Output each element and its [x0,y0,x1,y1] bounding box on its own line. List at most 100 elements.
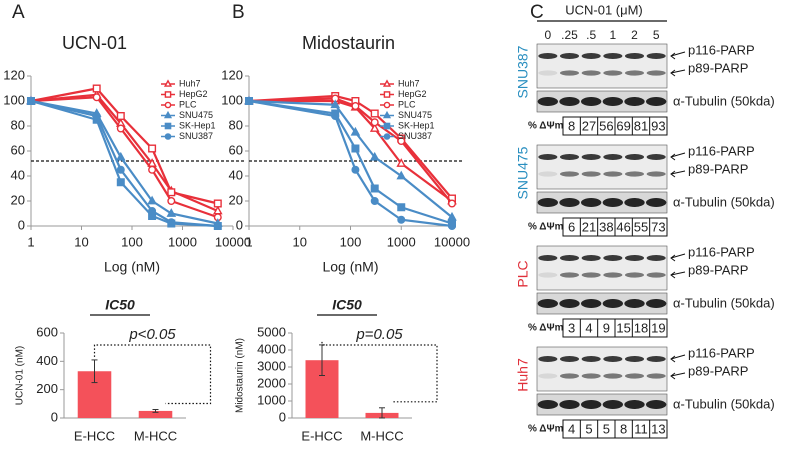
data-point [27,96,36,105]
band [538,53,558,59]
data-point [116,165,125,174]
band [602,198,624,207]
series-line [30,99,219,225]
value-cell: 9 [603,320,610,335]
data-point [351,144,360,153]
band [538,373,558,379]
value-cell: 73 [651,219,665,234]
data-point [116,178,125,187]
legend-label: SNU475 [179,110,213,120]
band [559,154,580,160]
band [559,198,580,207]
x-tick-label: 10 [74,234,88,249]
band [603,255,623,261]
value-cell: 18 [634,320,648,335]
value-cell: 46 [616,219,630,234]
data-point [370,184,379,193]
band-label: α-Tubulin (50kda) [673,396,775,411]
data-point [350,126,361,136]
series-line [248,97,453,205]
band [581,53,601,59]
band [646,70,666,76]
band [603,53,623,59]
metric-label: % ΔΨm [528,424,564,435]
y-tick-label: 120 [221,67,243,82]
band-label: α-Tubulin (50kda) [673,295,775,310]
band [646,373,666,379]
band [537,97,559,106]
band [580,400,602,409]
band [646,272,666,278]
blot-background [536,144,668,190]
p-value: p=0.05 [355,326,403,343]
panel-letter: B [232,2,245,23]
series-line [248,94,453,200]
significance-bracket [321,341,438,403]
band [624,356,645,362]
series-line [30,87,219,205]
dose-label: .5 [586,28,596,42]
metric-label: % ΔΨm [528,222,564,233]
data-point [448,199,457,208]
band [538,356,558,362]
band [624,400,645,409]
cell-line-label: SNU387 [515,45,531,98]
data-point [396,158,407,167]
band [538,171,558,177]
band [559,272,580,278]
legend-label: SK-Hep1 [398,120,435,130]
value-cell: 81 [634,118,648,133]
dose-label: 1 [609,28,616,42]
band [645,97,667,106]
legend-marker [383,91,391,98]
legend-label: PLC [179,99,197,109]
value-cell: 56 [599,118,613,133]
band [581,70,601,76]
x-tick-label: 10000 [434,234,470,249]
band [603,373,623,379]
legend-label: PLC [398,99,416,109]
band [603,272,623,278]
value-cell: 93 [651,118,665,133]
y-tick-label: 0 [51,409,58,424]
cell-line-label: Huh7 [515,358,531,392]
band [646,171,666,177]
blot-background [536,191,668,214]
data-point [148,206,157,215]
data-point [351,165,360,174]
band [645,400,667,409]
value-cell: 55 [634,219,648,234]
data-point [448,221,457,230]
band [580,299,602,308]
band [581,171,601,177]
chart-title: UCN-01 [62,33,127,53]
value-cell: 8 [620,421,627,436]
legend-marker [164,122,172,130]
legend-label: HepG2 [398,89,427,99]
legend-marker [383,122,391,130]
band-label: p116-PARP [688,345,755,360]
band [559,53,580,59]
data-point [397,203,406,212]
band [603,154,623,160]
band [603,70,623,76]
data-point [370,118,379,127]
data-point [351,101,360,110]
metric-label: % ΔΨm [528,121,564,132]
series-line [30,99,218,228]
band [624,255,645,261]
band [624,97,645,106]
band [646,356,666,362]
series-line [249,99,453,202]
x-axis-label: Log (nM) [104,259,160,275]
legend-marker [382,110,392,119]
x-tick-label: E-HCC [301,428,342,443]
data-point [370,109,379,118]
band [538,154,558,160]
band-label: α-Tubulin (50kda) [673,93,775,108]
arrow [670,170,686,178]
data-point [213,221,222,230]
x-tick-label: 100 [340,234,362,249]
value-cell: 13 [651,421,665,436]
band [559,70,580,76]
